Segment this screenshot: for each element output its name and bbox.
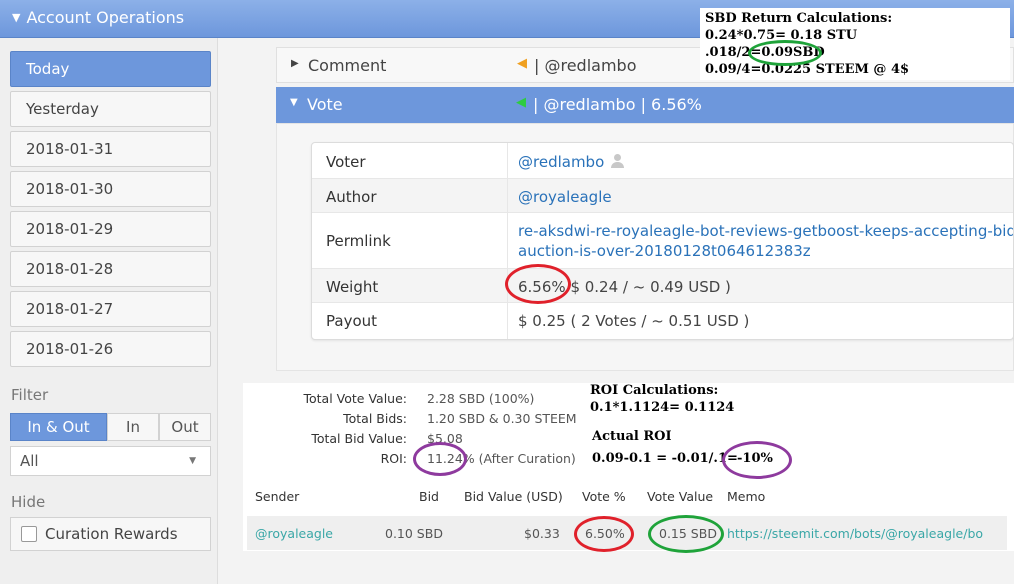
caret-down-icon: ▼: [12, 11, 21, 24]
curation-rewards-checkbox[interactable]: [21, 526, 37, 542]
permlink-link-line2[interactable]: auction-is-over-20180128t064612383z: [518, 242, 811, 260]
permlink-label: Permlink: [326, 232, 391, 250]
weight-row: Weight 6.56% $ 0.24 / ~ 0.49 USD ): [312, 269, 1013, 303]
permlink-link-line1[interactable]: re-aksdwi-re-royaleagle-bot-reviews-getb…: [518, 222, 1014, 240]
col-bid: Bid: [419, 489, 439, 504]
permlink-row: Permlink re-aksdwi-re-royaleagle-bot-rev…: [312, 213, 1014, 269]
bid-value-usd: $0.33: [524, 526, 560, 541]
operation-name: Vote: [307, 95, 343, 114]
payout-row: Payout $ 0.25 ( 2 Votes / ~ 0.51 USD ): [312, 303, 1013, 339]
payout-label: Payout: [326, 312, 378, 330]
operation-summary: | @redlambo | 6.56%: [533, 95, 702, 114]
date-today-button[interactable]: Today: [10, 51, 211, 87]
total-bids-value: 1.20 SBD & 0.30 STEEM: [427, 411, 577, 426]
caret-down-icon: ▼: [290, 97, 298, 108]
green-highlight-ring: [648, 515, 724, 553]
sbd-calc-title: SBD Return Calculations:: [705, 11, 893, 26]
weight-amount: $ 0.24 / ~ 0.49 USD ): [570, 278, 731, 296]
divider: [507, 303, 508, 339]
col-sender: Sender: [255, 489, 300, 504]
date-button[interactable]: 2018-01-28: [10, 251, 211, 287]
user-icon: [610, 154, 625, 168]
voter-link[interactable]: @redlambo: [518, 153, 625, 171]
green-highlight-ring: [748, 40, 822, 66]
total-bid-value-label: Total Bid Value:: [311, 431, 407, 446]
roi-calc-title: ROI Calculations:: [590, 383, 719, 398]
date-button[interactable]: 2018-01-30: [10, 171, 211, 207]
col-vote-value: Vote Value: [647, 489, 714, 504]
date-yesterday-button[interactable]: Yesterday: [10, 91, 211, 127]
actual-roi-title: Actual ROI: [592, 429, 672, 444]
filter-in-button[interactable]: In: [107, 413, 159, 441]
vote-operation-row[interactable]: ▼ Vote ◀ | @redlambo | 6.56%: [276, 87, 1014, 123]
date-button[interactable]: 2018-01-26: [10, 331, 211, 367]
total-bids-label: Total Bids:: [343, 411, 407, 426]
curation-rewards-label: Curation Rewards: [45, 525, 178, 543]
voter-name: @redlambo: [518, 153, 605, 171]
account-operations-toggle[interactable]: ▼ Account Operations: [12, 8, 184, 27]
roi-calc-line: 0.1*1.1124= 0.1124: [590, 400, 735, 415]
sender-link[interactable]: @royaleagle: [255, 526, 333, 541]
total-vote-value: 2.28 SBD (100%): [427, 391, 535, 406]
roi-note: (After Curation): [478, 451, 576, 466]
annotation-background: [700, 8, 1010, 80]
left-arrow-icon: ◀: [516, 95, 526, 110]
date-button[interactable]: 2018-01-27: [10, 291, 211, 327]
divider: [507, 213, 508, 268]
operation-name: Comment: [308, 56, 387, 75]
divider: [507, 143, 508, 178]
memo-link[interactable]: https://steemit.com/bots/@royaleagle/bo: [727, 526, 984, 541]
hide-label: Hide: [11, 493, 46, 511]
operation-summary: | @redlambo: [534, 56, 637, 75]
vote-detail-table: Voter @redlambo Author @royaleagle Perml…: [311, 142, 1014, 340]
total-vote-value-label: Total Vote Value:: [303, 391, 408, 406]
filter-in-out-button[interactable]: In & Out: [10, 413, 107, 441]
date-button[interactable]: 2018-01-29: [10, 211, 211, 247]
author-link[interactable]: @royaleagle: [518, 188, 612, 206]
payout-value: $ 0.25 ( 2 Votes / ~ 0.51 USD ): [518, 312, 750, 330]
sbd-calc-line: 0.09/4=0.0225 STEEM @ 4$: [705, 62, 910, 77]
red-highlight-ring: [574, 516, 634, 552]
voter-label: Voter: [326, 153, 366, 171]
bid-amount: 0.10 SBD: [385, 526, 443, 541]
author-label: Author: [326, 188, 377, 206]
left-arrow-icon: ◀: [517, 56, 527, 71]
date-button[interactable]: 2018-01-31: [10, 131, 211, 167]
col-bid-value: Bid Value (USD): [464, 489, 563, 504]
sbd-calc-line: 0.24*0.75= 0.18 STU: [705, 28, 858, 43]
red-highlight-ring: [505, 264, 571, 304]
purple-highlight-ring: [722, 441, 792, 479]
caret-down-icon: ▼: [189, 456, 196, 466]
type-select-value: All: [20, 452, 39, 470]
col-memo: Memo: [727, 489, 766, 504]
divider: [507, 179, 508, 212]
filter-out-button[interactable]: Out: [159, 413, 211, 441]
voter-row: Voter @redlambo: [312, 143, 1013, 179]
col-vote-pct: Vote %: [582, 489, 626, 504]
actual-roi-line: 0.09-0.1 = -0.01/.1=: [592, 451, 738, 466]
filter-label: Filter: [11, 386, 49, 404]
caret-right-icon: ▶: [291, 58, 299, 69]
type-select[interactable]: All ▼: [10, 446, 211, 476]
purple-highlight-ring: [413, 442, 467, 476]
curation-rewards-checkbox-row[interactable]: Curation Rewards: [10, 517, 211, 551]
roi-label: ROI:: [380, 451, 407, 466]
weight-label: Weight: [326, 278, 379, 296]
header-title: Account Operations: [26, 8, 185, 27]
author-row: Author @royaleagle: [312, 179, 1013, 213]
